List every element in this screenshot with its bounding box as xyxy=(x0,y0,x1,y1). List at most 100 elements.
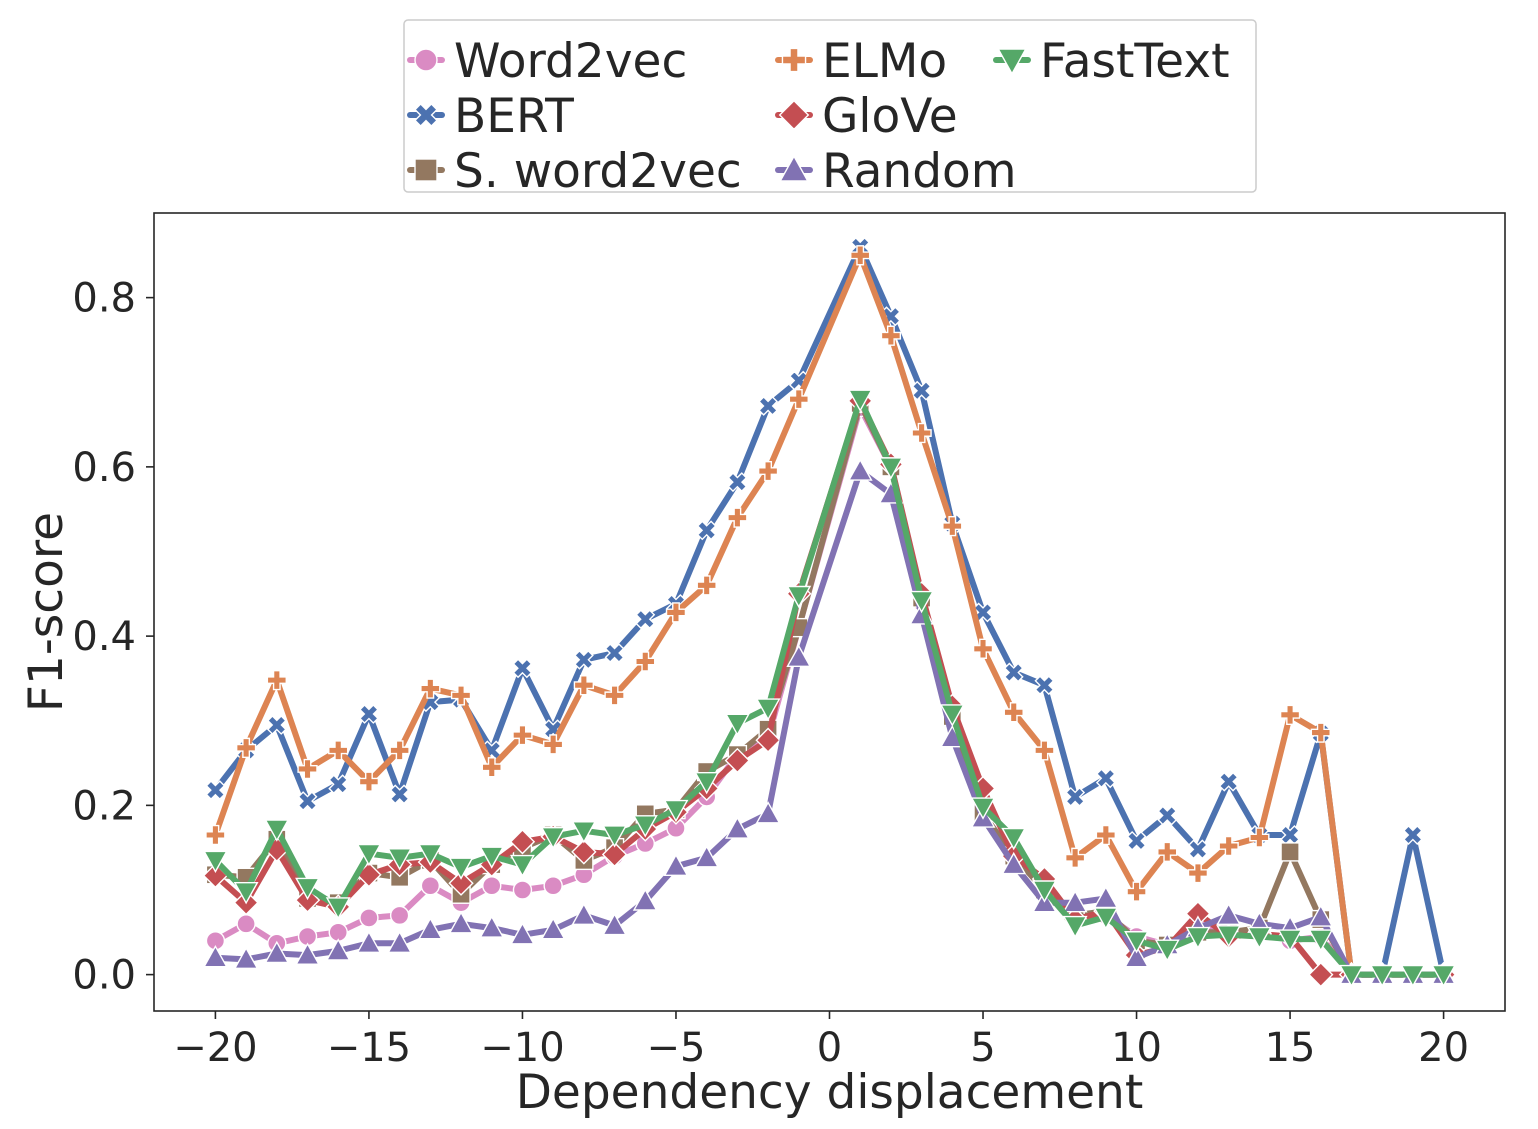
data-point-elmo xyxy=(1064,847,1086,868)
data-point-fasttext xyxy=(417,843,443,867)
data-point-fasttext xyxy=(1277,929,1303,952)
data-point-word2vec xyxy=(512,880,533,900)
data-point-elmo xyxy=(328,740,349,761)
legend-marker-s-word2vec xyxy=(414,158,438,182)
legend-item-s-word2vec: S. word2vec xyxy=(407,144,742,199)
data-point-fasttext xyxy=(356,843,382,867)
series-elmo xyxy=(205,245,1454,985)
data-point-fasttext xyxy=(1185,926,1211,950)
data-point-elmo xyxy=(696,575,717,596)
data-point-random xyxy=(694,845,720,868)
data-point-bert xyxy=(1126,830,1147,851)
data-point-random xyxy=(602,912,628,936)
data-point-bert xyxy=(1095,768,1116,789)
data-point-elmo xyxy=(727,507,748,528)
y-tick-label: 0.8 xyxy=(72,276,136,322)
data-point-random xyxy=(264,940,290,964)
data-point-random xyxy=(1308,904,1334,927)
data-point-fasttext xyxy=(970,797,996,820)
y-tick-label: 0.6 xyxy=(72,445,136,491)
data-point-random xyxy=(448,911,474,934)
data-point-fasttext xyxy=(1216,925,1242,948)
data-point-glove xyxy=(294,887,321,913)
data-point-random xyxy=(1062,889,1088,913)
data-point-glove xyxy=(724,747,751,774)
legend-item-elmo: ELMo xyxy=(775,34,947,89)
data-point-random xyxy=(233,946,259,970)
data-point-elmo xyxy=(757,460,779,482)
data-point-fasttext xyxy=(325,897,351,920)
legend-label: FastText xyxy=(1040,34,1230,89)
data-point-bert xyxy=(696,520,717,541)
data-point-fasttext xyxy=(1124,931,1149,954)
data-point-bert xyxy=(1402,825,1423,845)
series-fasttext xyxy=(202,389,1457,988)
legend-label: ELMo xyxy=(822,34,947,89)
data-point-bert xyxy=(389,784,410,805)
data-point-random xyxy=(755,801,781,824)
data-point-random xyxy=(1001,851,1027,875)
legend-item-glove: GloVe xyxy=(775,89,958,144)
legend-label: S. word2vec xyxy=(454,144,742,199)
data-point-elmo xyxy=(297,758,318,780)
data-point-elmo xyxy=(573,675,595,696)
data-point-elmo xyxy=(235,737,257,758)
y-axis-ticks: 0.0 0.2 0.4 0.6 0.8 xyxy=(72,276,154,999)
data-point-elmo xyxy=(850,245,871,266)
data-point-fasttext xyxy=(202,850,228,874)
series-line-s-word2vec xyxy=(212,400,1447,978)
data-point-fasttext xyxy=(264,819,290,842)
data-point-fasttext xyxy=(295,877,320,901)
data-point-elmo xyxy=(420,678,441,699)
data-point-elmo xyxy=(880,325,902,346)
data-point-fasttext xyxy=(602,825,628,848)
data-point-random xyxy=(417,917,443,940)
x-tick-label: 20 xyxy=(1418,1025,1469,1071)
series-line-fasttext xyxy=(212,396,1447,978)
data-point-elmo xyxy=(665,602,687,623)
data-point-bert xyxy=(911,380,932,401)
data-point-glove xyxy=(1308,961,1334,988)
data-point-elmo xyxy=(450,685,472,706)
legend-marker-elmo xyxy=(781,47,807,73)
data-point-word2vec xyxy=(389,905,410,926)
plot-frame xyxy=(153,212,1506,1012)
data-point-elmo xyxy=(1034,740,1055,761)
data-point-bert xyxy=(758,395,779,416)
legend-marker-random xyxy=(779,154,809,182)
legend-label: Random xyxy=(822,144,1017,199)
data-point-bert xyxy=(1187,839,1208,860)
data-point-random xyxy=(1216,902,1242,926)
series-line-random xyxy=(212,468,1447,978)
data-point-elmo xyxy=(1003,702,1024,723)
y-axis-label: F1-score xyxy=(19,512,74,712)
data-point-elmo xyxy=(1126,881,1147,902)
data-point-fasttext xyxy=(939,704,965,727)
data-point-elmo xyxy=(512,724,533,746)
x-tick-label: −10 xyxy=(480,1025,564,1071)
data-point-bert xyxy=(205,780,226,801)
data-point-random xyxy=(479,915,505,938)
data-point-random xyxy=(724,816,750,839)
data-point-random xyxy=(325,938,351,961)
data-point-fasttext xyxy=(1431,964,1457,988)
data-point-fasttext xyxy=(909,590,935,614)
data-point-fasttext xyxy=(1246,926,1272,950)
data-point-fasttext xyxy=(233,881,259,905)
legend-marker-glove xyxy=(778,99,810,131)
data-point-bert xyxy=(604,643,625,664)
series-line-bert xyxy=(212,243,1447,978)
data-point-word2vec xyxy=(420,876,441,896)
data-point-elmo xyxy=(266,669,287,691)
data-point-random xyxy=(786,644,812,667)
data-point-fasttext xyxy=(1339,964,1364,988)
x-tick-label: 10 xyxy=(1111,1025,1162,1071)
legend-item-word2vec: Word2vec xyxy=(407,34,687,89)
series-line-elmo xyxy=(212,252,1447,978)
data-point-bert xyxy=(1157,805,1178,826)
data-point-fasttext xyxy=(632,815,658,838)
legend-label: GloVe xyxy=(822,89,958,144)
data-point-bert xyxy=(297,791,318,812)
